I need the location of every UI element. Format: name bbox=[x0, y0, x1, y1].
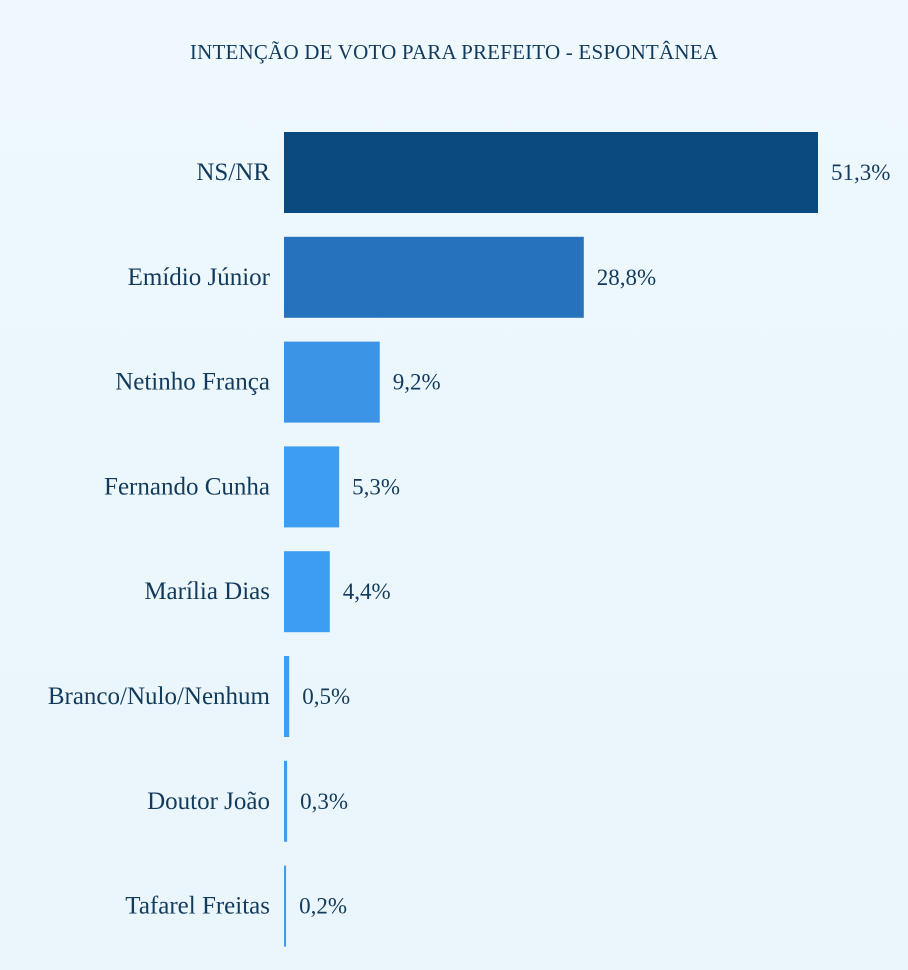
value-label: 0,2% bbox=[299, 894, 347, 919]
value-label: 0,3% bbox=[300, 789, 348, 814]
value-label: 0,5% bbox=[302, 684, 350, 709]
category-label: Marília Dias bbox=[144, 578, 270, 605]
bar-6 bbox=[284, 656, 290, 737]
bar-3 bbox=[284, 341, 380, 423]
bar-5 bbox=[284, 551, 330, 633]
category-label: Doutor João bbox=[147, 788, 270, 815]
bar-7 bbox=[284, 760, 288, 842]
value-label: 28,8% bbox=[597, 265, 656, 290]
bar-8 bbox=[284, 865, 287, 947]
category-label: Fernando Cunha bbox=[104, 473, 270, 500]
category-label: Netinho França bbox=[115, 369, 270, 396]
category-label: Branco/Nulo/Nenhum bbox=[48, 683, 271, 710]
category-label: Emídio Júnior bbox=[128, 264, 271, 291]
bar-2 bbox=[284, 236, 584, 318]
bar-1 bbox=[284, 132, 818, 213]
chart-title: INTENÇÃO DE VOTO PARA PREFEITO - ESPONTÂ… bbox=[189, 40, 719, 64]
category-label: NS/NR bbox=[196, 159, 270, 186]
bar-4 bbox=[284, 446, 340, 528]
category-label: Tafarel Freitas bbox=[125, 893, 270, 920]
value-label: 9,2% bbox=[393, 370, 441, 395]
value-label: 51,3% bbox=[831, 160, 890, 185]
value-label: 5,3% bbox=[352, 474, 400, 499]
value-label: 4,4% bbox=[343, 579, 391, 604]
